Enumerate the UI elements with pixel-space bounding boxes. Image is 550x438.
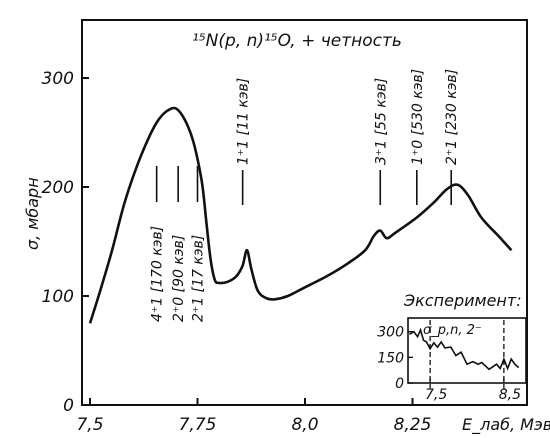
inset-y-tick-label: 300 bbox=[377, 325, 404, 341]
inset-label: σ_p,n, 2⁻ bbox=[423, 323, 482, 338]
annotation-label: 2⁺0 [90 кэв] bbox=[171, 235, 187, 322]
inset-frame bbox=[407, 317, 527, 384]
resonance-annotation: 3⁺1 [55 кэв] bbox=[373, 78, 389, 205]
inset-y-tick-label: 0 bbox=[395, 376, 404, 392]
y-tick-label: 300 bbox=[42, 69, 74, 89]
inset-title: Эксперимент: bbox=[403, 291, 522, 310]
annotation-label: 2⁺1 [230 кэв] bbox=[444, 69, 460, 165]
inset-markers bbox=[429, 320, 505, 391]
x-axis: 7,5 7,75 8,0 8,25 bbox=[76, 398, 431, 435]
y-tick-label: 200 bbox=[42, 178, 74, 198]
y-tick-label: 100 bbox=[42, 287, 74, 307]
resonance-annotation: 2⁺0 [90 кэв] bbox=[171, 166, 187, 322]
chart-title: ¹⁵N(p, n)¹⁵O, + четность bbox=[192, 31, 402, 51]
annotation-label: 2⁺1 [17 кэв] bbox=[191, 235, 207, 322]
inset-experiment: Эксперимент: σ_p,n, 2⁻ 0 150 300 7,5 8,5 bbox=[377, 291, 527, 403]
y-axis-label: σ, мбарн bbox=[23, 177, 42, 250]
resonance-annotation: 1⁺1 [11 кэв] bbox=[236, 78, 252, 205]
annotation-label: 1⁺1 [11 кэв] bbox=[236, 78, 252, 165]
x-tick-label: 8,0 bbox=[291, 415, 318, 435]
annotation-label: 3⁺1 [55 кэв] bbox=[373, 78, 389, 165]
inset-x-tick-label: 7,5 bbox=[425, 387, 447, 403]
y-axis: 0 100 200 300 bbox=[42, 69, 89, 416]
resonance-annotation: 2⁺1 [17 кэв] bbox=[191, 166, 207, 322]
resonance-annotations: 4⁺1 [170 кэв] 2⁺0 [90 кэв] 2⁺1 [17 кэв] 1⁺1… bbox=[150, 69, 461, 322]
resonance-annotation: 4⁺1 [170 кэв] bbox=[150, 166, 166, 322]
inset-y-tick-label: 150 bbox=[377, 350, 404, 366]
inset-curve bbox=[409, 327, 520, 371]
resonance-annotation: 2⁺1 [230 кэв] bbox=[444, 69, 460, 205]
resonance-annotation: 1⁺0 [530 кэв] bbox=[410, 69, 426, 205]
x-tick-label: 7,75 bbox=[179, 415, 217, 435]
x-tick-label: 8,25 bbox=[394, 415, 432, 435]
annotation-label: 1⁺0 [530 кэв] bbox=[410, 69, 426, 165]
inset-x-tick-label: 8,5 bbox=[499, 387, 521, 403]
annotation-label: 4⁺1 [170 кэв] bbox=[150, 226, 166, 322]
x-axis-label: E_лаб, Мэв bbox=[462, 415, 550, 435]
x-tick-label: 7,5 bbox=[76, 415, 103, 435]
y-tick-label: 0 bbox=[63, 396, 74, 416]
cross-section-curve bbox=[88, 106, 513, 324]
